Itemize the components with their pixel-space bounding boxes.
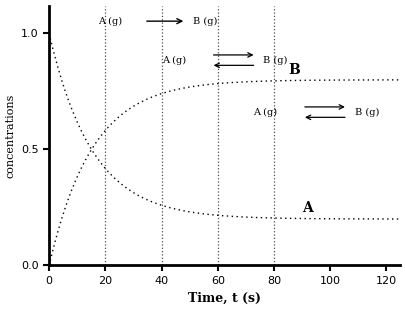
Text: A (g): A (g)	[98, 17, 122, 26]
X-axis label: Time, t (s): Time, t (s)	[188, 291, 261, 304]
Y-axis label: concentrations: concentrations	[6, 93, 15, 178]
Text: B (g): B (g)	[354, 108, 378, 117]
Text: A: A	[301, 201, 312, 215]
Text: B (g): B (g)	[193, 17, 217, 26]
Text: A (g): A (g)	[252, 108, 276, 117]
Text: A (g): A (g)	[161, 55, 185, 65]
Text: B (g): B (g)	[263, 55, 287, 65]
Text: B: B	[287, 63, 299, 77]
